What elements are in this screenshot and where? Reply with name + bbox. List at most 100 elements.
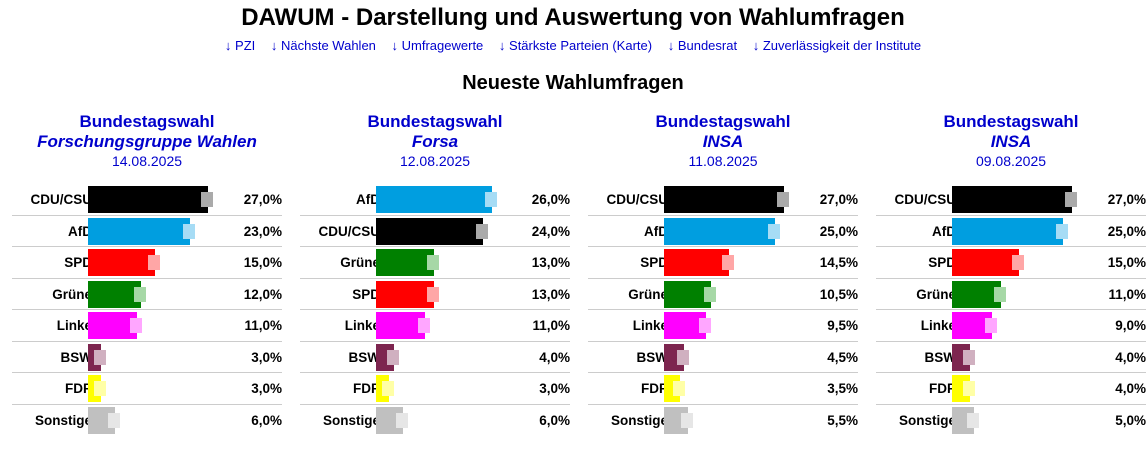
party-row: Grüne 13,0%: [300, 247, 570, 279]
party-label: FDP: [929, 381, 956, 396]
previous-value-marker: [484, 192, 497, 207]
party-label: BSW: [348, 349, 381, 365]
bar: [88, 186, 209, 213]
party-row: Sonstige 6,0%: [12, 405, 282, 437]
poll-chart: Bundestagswahl Forsa 12.08.2025 AfD 26,0% CDU…: [300, 112, 570, 434]
value-label: 3,0%: [251, 349, 282, 365]
nav-link-zuverlaessigkeit[interactable]: ↓ Zuverlässigkeit der Institute: [752, 38, 922, 53]
poll-institute: Forsa: [411, 132, 459, 151]
value-label: 25,0%: [1107, 223, 1146, 239]
value-label: 4,0%: [1115, 381, 1146, 396]
value-label: 24,0%: [531, 223, 570, 239]
bar: [376, 217, 483, 245]
value-label: 4,0%: [1115, 349, 1146, 365]
value-label: 3,0%: [251, 381, 282, 396]
party-label: BSW: [924, 349, 957, 365]
previous-value-marker: [426, 255, 439, 270]
previous-value-marker: [1056, 223, 1069, 239]
poll-election-title: Bundestagswahl: [943, 112, 1079, 131]
previous-value-marker: [107, 412, 120, 428]
party-label: Sonstige: [322, 412, 380, 428]
previous-value-marker: [426, 286, 439, 302]
poll-institute: INSA: [702, 132, 744, 151]
party-row: BSW 3,0%: [12, 342, 282, 373]
value-label: 25,0%: [819, 223, 858, 239]
previous-value-marker: [703, 286, 716, 302]
poll-chart: Bundestagswahl INSA 11.08.2025 CDU/CSU 27,0%…: [588, 112, 858, 434]
poll-election-title: Bundestagswahl: [655, 112, 791, 131]
previous-value-marker: [475, 223, 488, 239]
poll-date: 14.08.2025: [111, 153, 183, 169]
poll-rows: AfD 26,0% CDU/CSU 24,0% Grüne 13,0% SPD 13,0% Li…: [300, 184, 570, 436]
previous-value-marker: [134, 286, 147, 302]
value-label: 13,0%: [531, 255, 570, 270]
bar: [952, 217, 1064, 245]
previous-value-marker: [777, 192, 790, 207]
previous-value-marker: [129, 318, 142, 333]
party-label: AfD: [68, 223, 92, 239]
bar: [376, 312, 425, 339]
bar: [88, 249, 155, 276]
poll-rows: CDU/CSU 27,0% AfD 23,0% SPD 15,0% Grüne 12,0% Li…: [12, 184, 282, 436]
previous-value-marker: [395, 412, 408, 428]
nav-link-umfragewerte[interactable]: ↓ Umfragewerte: [391, 38, 484, 53]
value-label: 9,0%: [1115, 318, 1146, 333]
value-label: 10,5%: [819, 286, 858, 302]
previous-value-marker: [681, 412, 694, 428]
bar: [88, 217, 191, 245]
party-row: Grüne 12,0%: [12, 279, 282, 310]
nav-link-naechste-wahlen[interactable]: ↓ Nächste Wahlen: [270, 38, 376, 53]
party-label: Grüne: [916, 286, 956, 302]
previous-value-marker: [201, 192, 214, 207]
value-label: 4,0%: [539, 349, 570, 365]
bar: [664, 217, 776, 245]
value-label: 4,5%: [827, 349, 858, 365]
previous-value-marker: [699, 318, 712, 333]
nav-link-staerkste-parteien[interactable]: ↓ Stärkste Parteien (Karte): [498, 38, 653, 53]
value-label: 3,0%: [539, 381, 570, 396]
value-label: 11,0%: [1108, 286, 1146, 302]
party-row: FDP 3,5%: [588, 373, 858, 405]
page-title: DAWUM - Darstellung und Auswertung von W…: [241, 4, 905, 31]
previous-value-marker: [94, 349, 107, 365]
value-label: 12,0%: [243, 286, 282, 302]
value-label: 27,0%: [1107, 192, 1146, 207]
party-label: Linke: [56, 318, 92, 333]
party-label: Sonstige: [610, 412, 668, 428]
party-row: SPD 15,0%: [876, 247, 1146, 279]
previous-value-marker: [1011, 255, 1024, 270]
party-row: AfD 26,0%: [300, 184, 570, 216]
value-label: 3,5%: [827, 381, 858, 396]
party-row: Linke 9,5%: [588, 310, 858, 342]
poll-header[interactable]: Bundestagswahl INSA 11.08.2025: [588, 112, 858, 170]
party-label: AfD: [932, 223, 956, 239]
party-label: Grüne: [628, 286, 668, 302]
nav-link-bundesrat[interactable]: ↓ Bundesrat: [667, 38, 738, 53]
poll-header[interactable]: Bundestagswahl Forschungsgruppe Wahlen 14.…: [12, 112, 282, 170]
party-row: CDU/CSU 27,0%: [588, 184, 858, 216]
party-label: CDU/CSU: [318, 223, 380, 239]
party-label: FDP: [65, 381, 92, 396]
party-label: CDU/CSU: [894, 192, 956, 207]
party-row: BSW 4,0%: [300, 342, 570, 373]
bar: [376, 186, 492, 213]
party-row: AfD 25,0%: [876, 216, 1146, 247]
poll-header[interactable]: Bundestagswahl Forsa 12.08.2025: [300, 112, 570, 170]
bar: [664, 186, 785, 213]
nav-link-pzi[interactable]: ↓ PZI: [224, 38, 256, 53]
bar: [664, 312, 707, 339]
party-row: Linke 11,0%: [12, 310, 282, 342]
party-label: CDU/CSU: [30, 192, 92, 207]
poll-header[interactable]: Bundestagswahl INSA 09.08.2025: [876, 112, 1146, 170]
party-label: Grüne: [340, 255, 380, 270]
party-label: Sonstige: [34, 412, 92, 428]
value-label: 23,0%: [243, 223, 282, 239]
previous-value-marker: [985, 318, 998, 333]
poll-chart: Bundestagswahl INSA 09.08.2025 CDU/CSU 27,0%…: [876, 112, 1146, 434]
bar: [952, 186, 1073, 213]
party-label: BSW: [60, 349, 93, 365]
previous-value-marker: [386, 349, 399, 365]
poll-institute: INSA: [990, 132, 1032, 151]
party-label: SPD: [64, 255, 92, 270]
party-label: Linke: [632, 318, 668, 333]
